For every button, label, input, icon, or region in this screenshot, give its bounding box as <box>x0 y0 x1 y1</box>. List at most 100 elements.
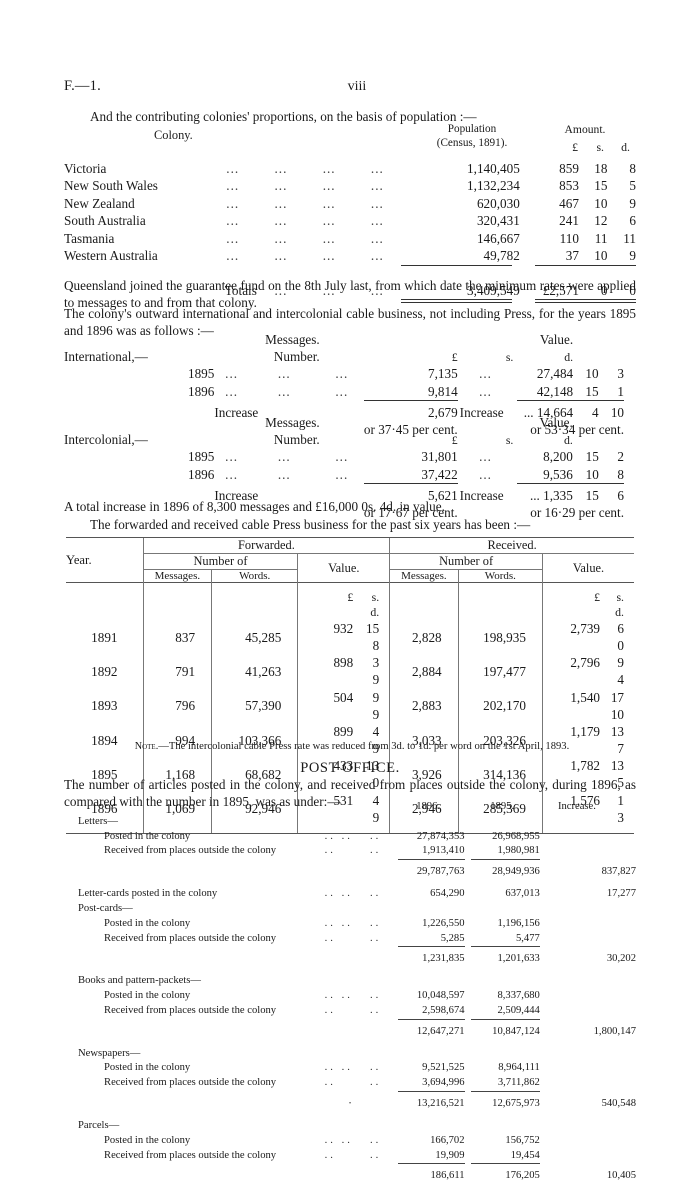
press-forwarded-words: 45,285 <box>211 620 298 655</box>
postal-value-1896: 10,048,597 <box>416 990 465 1002</box>
leader-dots: .. <box>324 845 336 857</box>
press-header-forwarded: Forwarded. <box>142 537 390 554</box>
document-reference: F.—1. <box>64 78 101 94</box>
press-forwarded-words: 41,263 <box>211 654 298 689</box>
amount-pounds: 110 <box>559 230 579 246</box>
postal-value-1895: 8,964,111 <box>498 1062 540 1074</box>
press-forwarded-messages: 796 <box>142 688 212 723</box>
table-row: New South Wales............ 1,132,234 853 1… <box>64 177 636 194</box>
increase-value-shillings: 4 <box>591 404 599 420</box>
press-header-year: Year. <box>66 537 144 583</box>
leader-dots: ... <box>226 213 240 229</box>
leader-dots: ... <box>322 213 336 229</box>
amount-pence: 5 <box>629 178 636 194</box>
table-row: 1894 994 103,366 899 49 3,033 203,326 1,179 137 <box>66 722 634 758</box>
postal-value-1896: 1,226,550 <box>422 917 465 929</box>
leader-dots: ... <box>479 383 492 399</box>
press-received-words: 314,136 <box>457 757 543 792</box>
press-year: 1894 <box>91 732 118 748</box>
list-item: Posted in the colony .. .... 9,521,525 8,96… <box>64 1061 636 1076</box>
press-header-received-number-of: Number of <box>389 553 543 570</box>
increase-value-pence: 6 <box>617 487 624 503</box>
leader-dots: .. .. <box>324 830 353 842</box>
table-row: South Australia............ 320,431 241 12 6 <box>64 212 636 229</box>
postal-total-1895: 176,205 <box>505 1170 540 1182</box>
note-label: Note. <box>134 741 159 752</box>
leader-dots: .. <box>370 990 382 1002</box>
press-forwarded-words: 57,390 <box>211 688 298 723</box>
press-received-words: 203,326 <box>457 722 543 758</box>
colony-population: 620,030 <box>476 195 520 211</box>
press-received-value: 2,796 94 <box>541 654 634 689</box>
document-page: F.—1. viii And the contributing colonies… <box>64 78 636 1181</box>
table-row: 1896......... 37,422... 9,536 10 8 <box>64 466 624 483</box>
leader-dots: ... <box>479 449 492 465</box>
intl-header-pounds: £ <box>451 350 458 365</box>
postal-section-name: Parcels— <box>78 1119 120 1131</box>
cable-year: 1895 <box>187 366 215 382</box>
intl-header-messages: Messages. <box>265 332 320 347</box>
postal-subtotal-rule <box>64 859 636 865</box>
messages-percent: or 17·67 per cent. <box>363 504 458 520</box>
postal-value-1896: 9,521,525 <box>422 1062 465 1074</box>
increase-value-pounds: ... 1,335 <box>529 487 573 503</box>
leader-dots: .. <box>370 888 382 900</box>
postal-subtotal-rule <box>64 1018 636 1025</box>
leader-dots: ... <box>322 282 336 298</box>
press-year: 1895 <box>91 766 118 782</box>
postal-value-1895: 1,980,981 <box>497 845 540 857</box>
press-forwarded-messages: 1,069 <box>142 791 212 826</box>
list-item: Received from places outside the colony.… <box>64 1004 636 1019</box>
postal-total-row: 29,787,763 28,949,936 837,827 <box>64 865 636 880</box>
cable-subtotal-rule <box>64 482 624 487</box>
page-number: viii <box>347 79 367 94</box>
postal-value-1895: 156,752 <box>505 1134 540 1146</box>
cable-value-pounds: 8,200 <box>543 449 573 465</box>
postal-total-increase: 10,405 <box>606 1170 636 1182</box>
press-received-messages: 3,033 <box>389 722 459 758</box>
press-forwarded-value: 433 130 <box>297 757 390 792</box>
leader-dots: ... <box>370 248 384 264</box>
intl-header-pence: d. <box>564 350 574 365</box>
press-forwarded-words: 68,682 <box>211 757 298 792</box>
postal-row-label: Posted in the colony <box>104 917 191 929</box>
colony-name: New South Wales <box>64 178 158 194</box>
table-row: Western Australia............ 49,782 37 10 9 <box>64 247 636 264</box>
leader-dots: ... <box>226 178 240 194</box>
list-item: Received from places outside the colony.… <box>64 1076 636 1091</box>
colony-contributions-table: Colony. Population (Census, 1891). Amoun… <box>64 123 636 303</box>
totals-pounds: £2,571 <box>542 282 579 298</box>
postal-row-label: Received from places outside the colony <box>104 932 277 944</box>
postal-total-1895: 12,675,973 <box>492 1098 540 1110</box>
leader-dots: ... <box>370 230 384 246</box>
amount-shillings: 11 <box>594 230 608 246</box>
cable-head-row-1: Messages. Value. <box>64 331 624 348</box>
press-received-lsd: £ s.d. <box>541 590 634 620</box>
international-cable-block: Messages. Value. International,— Number.… <box>64 331 636 438</box>
postal-table: 1896. 1895. Increase. Letters— Posted in the… <box>64 800 636 1191</box>
leader-dots: ... <box>335 383 349 399</box>
intro-text: And the contributing colonies' proportio… <box>90 109 477 124</box>
col-header-amount: Amount. <box>564 123 606 136</box>
leader-dots: .. <box>324 1149 336 1161</box>
press-forwarded-value: 932 158 <box>297 620 390 655</box>
postal-gap <box>64 1184 636 1191</box>
press-year: 1891 <box>91 629 118 645</box>
press-header-forwarded-number-of: Number of <box>142 553 298 570</box>
leader-dots: ... <box>274 248 288 264</box>
leader-dots: .. .. <box>324 1062 353 1074</box>
leader-dots: .. <box>324 932 336 944</box>
postal-subtotal-rule <box>64 946 636 952</box>
press-table: Year. Forwarded. Received. Number of Val… <box>66 537 634 834</box>
cable-value-pounds: 9,536 <box>543 466 573 482</box>
postal-total-row: 1,231,835 1,201,633 30,202 <box>64 952 636 967</box>
col-header-population: Population (Census, 1891). <box>412 123 532 150</box>
postal-header-increase: Increase. <box>557 801 596 812</box>
leader-dots: ... <box>335 466 349 482</box>
leader-dots: ... <box>277 466 291 482</box>
postal-value-1896: 166,702 <box>430 1134 465 1146</box>
postal-value-1895: 26,968,955 <box>492 830 540 842</box>
postal-total-1896: 186,611 <box>430 1170 465 1182</box>
leader-dots: ... <box>226 230 240 246</box>
postal-total-increase: 540,548 <box>601 1098 636 1110</box>
